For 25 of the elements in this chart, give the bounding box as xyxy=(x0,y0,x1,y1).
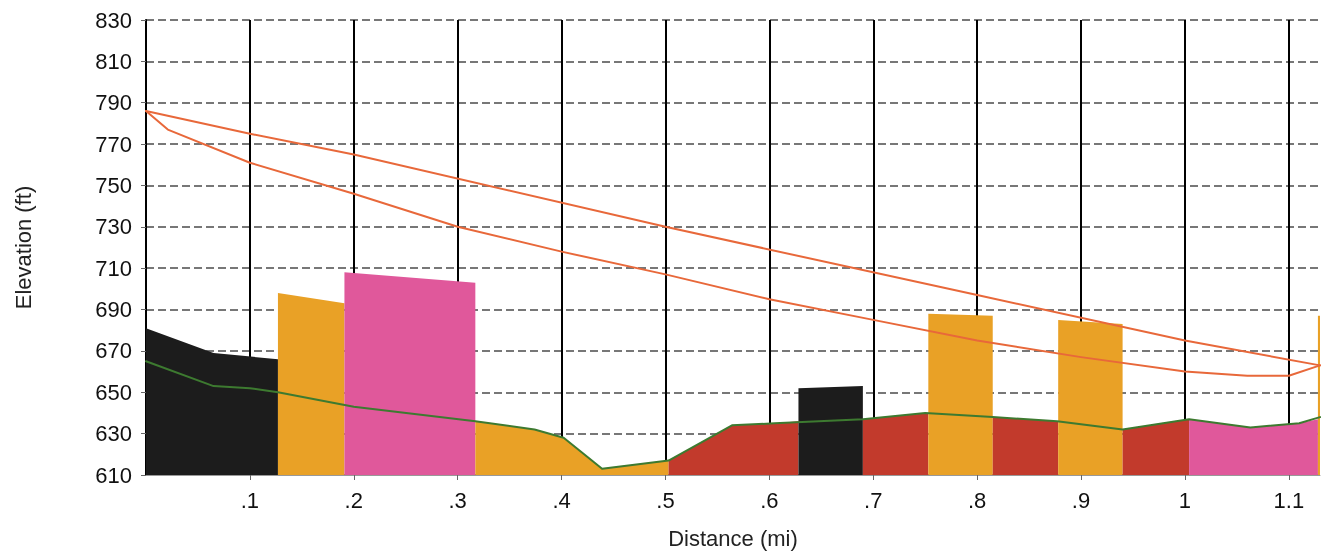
x-tick-label: .2 xyxy=(344,487,363,513)
x-tick-label: .8 xyxy=(967,487,987,513)
y-tick-label: 730 xyxy=(95,214,132,240)
x-tick-label: .4 xyxy=(552,487,571,513)
y-tick-label: 750 xyxy=(95,172,132,198)
x-tick-label: .7 xyxy=(864,487,883,513)
y-axis-title: Elevation (ft) xyxy=(10,185,36,310)
y-tick-label: 710 xyxy=(95,255,132,281)
y-tick-label: 690 xyxy=(95,297,132,323)
y-tick-label: 830 xyxy=(95,7,132,33)
y-tick-label: 630 xyxy=(95,421,132,447)
x-tick-label: .3 xyxy=(448,487,467,513)
x-tick-label: .5 xyxy=(656,487,675,513)
x-tick-label: 1.1 xyxy=(1273,487,1305,513)
y-tick-label: 610 xyxy=(95,462,132,488)
y-tick-label: 770 xyxy=(95,131,132,157)
y-tick-label: 670 xyxy=(95,338,132,364)
x-axis-title: Distance (mi) xyxy=(668,525,798,551)
y-tick-label: 810 xyxy=(95,48,132,74)
y-tick-label: 650 xyxy=(95,379,132,405)
x-tick-label: .9 xyxy=(1071,487,1091,513)
x-tick-label: .1 xyxy=(240,487,260,513)
y-tick-label: 790 xyxy=(95,90,132,116)
x-tick-label: 1 xyxy=(1178,487,1192,513)
x-tick-label: .6 xyxy=(760,487,779,513)
